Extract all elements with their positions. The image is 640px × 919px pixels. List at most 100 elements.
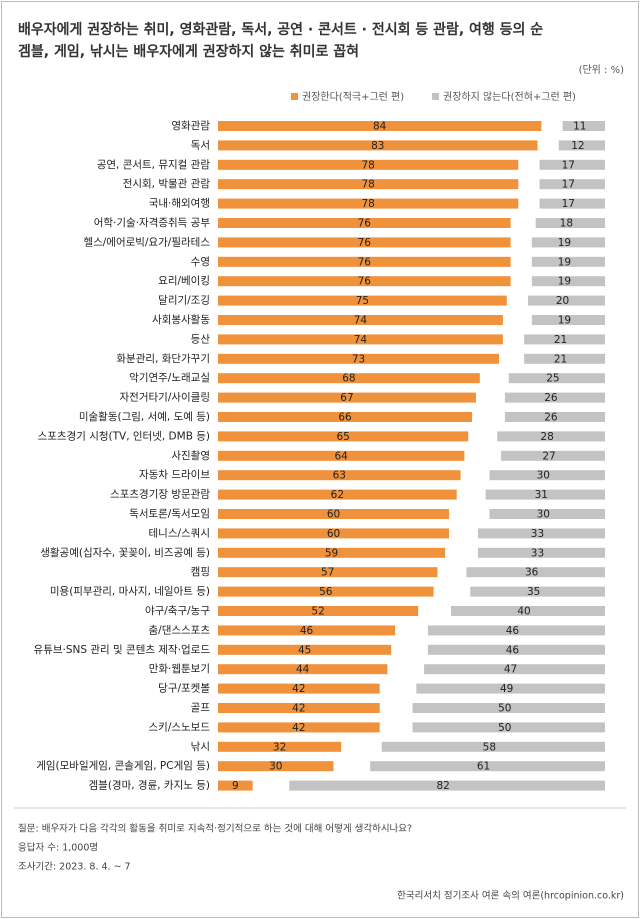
category-label: 영화관람	[171, 119, 210, 132]
bar	[218, 528, 449, 539]
bar	[218, 547, 446, 558]
value-label: 73	[352, 353, 365, 365]
bar	[539, 179, 605, 190]
note: 조사기간: 2023. 8. 4. ~ 7	[18, 862, 131, 873]
category-label: 게임(모바일게임, 콘솔게임, PC게임 등)	[36, 759, 210, 772]
value-label: 74	[354, 334, 368, 346]
bar	[218, 722, 380, 733]
value-label: 19	[558, 315, 571, 327]
bar	[218, 470, 461, 481]
value-label: 30	[537, 470, 550, 482]
category-label: 야구/축구/농구	[145, 604, 210, 617]
value-label: 60	[327, 509, 340, 521]
category-label: 캠핑	[191, 566, 210, 578]
bar	[218, 450, 465, 461]
bar	[412, 703, 605, 713]
category-label: 미술활동(그림, 서예, 도예 등)	[79, 410, 210, 423]
bar	[501, 450, 605, 461]
value-label: 19	[558, 256, 571, 268]
bar	[531, 256, 605, 267]
value-label: 46	[300, 625, 314, 637]
bar	[424, 664, 605, 675]
bar	[218, 353, 500, 364]
category-label: 골프	[191, 702, 211, 714]
category-label: 테니스/스쿼시	[149, 527, 211, 539]
bar	[524, 334, 605, 345]
value-label: 17	[562, 179, 575, 191]
value-label: 46	[506, 644, 520, 656]
bar	[218, 780, 253, 791]
category-label: 스포츠경기장 방문관람	[110, 488, 210, 501]
value-label: 74	[354, 315, 368, 327]
value-label: 78	[361, 198, 374, 210]
value-label: 18	[560, 218, 573, 230]
note: 질문: 배우자가 다음 각각의 활동을 취미로 지속적·정기적으로 하는 것에 …	[18, 823, 412, 835]
value-label: 46	[506, 625, 520, 637]
bar	[427, 644, 605, 655]
category-label: 악기연주/노래교실	[129, 372, 210, 384]
value-label: 76	[358, 256, 372, 268]
bar	[489, 470, 605, 481]
value-label: 78	[361, 159, 374, 171]
category-label: 생활공예(십자수, 꽃꽂이, 비즈공예 등)	[40, 546, 210, 559]
category-label: 화분관리, 화단가꾸기	[116, 353, 210, 365]
value-label: 19	[558, 237, 571, 249]
category-label: 낚시	[191, 741, 210, 753]
bar	[218, 198, 519, 209]
value-label: 50	[498, 703, 511, 715]
unit-label: (단위 : %)	[579, 63, 625, 76]
bar	[535, 218, 605, 228]
value-label: 21	[554, 334, 567, 346]
chart-title: 배우자에게 권장하는 취미, 영화관람, 독서, 공연 · 콘서트 · 전시회 …	[18, 21, 543, 38]
value-label: 44	[296, 664, 310, 676]
value-label: 12	[571, 140, 584, 152]
category-label: 춤/댄스스포츠	[149, 624, 211, 636]
bar	[218, 159, 519, 170]
value-label: 66	[338, 412, 352, 424]
value-label: 82	[436, 780, 449, 792]
category-label: 스포츠경기 시청(TV, 인터넷, DMB 등)	[38, 429, 210, 442]
bar	[218, 683, 380, 694]
chart-title: 겜블, 게임, 낚시는 배우자에게 권장하지 않는 취미로 꼽혀	[18, 43, 359, 60]
value-label: 30	[269, 761, 282, 773]
category-label: 자전거타기/사이클링	[120, 392, 210, 404]
value-label: 61	[477, 761, 490, 773]
category-label: 유튜브·SNS 관리 및 콘텐츠 제작·업로드	[34, 643, 211, 656]
category-label: 공연, 콘서트, 뮤지컬 관람	[97, 158, 211, 171]
category-label: 당구/포켓볼	[158, 683, 210, 695]
category-label: 국내·해외여행	[149, 197, 210, 210]
bar	[218, 567, 438, 578]
bar	[218, 606, 419, 616]
value-label: 52	[311, 606, 324, 618]
value-label: 42	[292, 722, 305, 734]
value-label: 27	[542, 450, 555, 462]
category-label: 어학·기술·자격증취득 공부	[94, 216, 211, 229]
value-label: 21	[554, 353, 567, 365]
bar	[218, 644, 392, 655]
category-label: 달리기/조깅	[158, 295, 210, 307]
bar	[218, 489, 457, 500]
bar	[218, 412, 473, 422]
value-label: 40	[517, 606, 530, 618]
value-label: 30	[537, 509, 550, 521]
bar	[485, 489, 605, 500]
value-label: 26	[544, 392, 558, 404]
value-label: 31	[535, 489, 548, 501]
category-label: 요리/베이킹	[158, 275, 210, 287]
bar	[218, 703, 380, 713]
bar	[218, 741, 342, 752]
category-label: 만화·웹툰보기	[149, 663, 210, 675]
legend-swatch	[432, 93, 439, 100]
bar	[218, 140, 538, 151]
category-label: 미용(피부관리, 마사지, 네일아트 등)	[50, 585, 210, 598]
value-label: 84	[373, 121, 387, 133]
value-label: 59	[325, 547, 338, 559]
value-label: 67	[340, 392, 353, 404]
bar	[489, 509, 605, 519]
bar	[451, 606, 605, 616]
value-label: 65	[336, 431, 349, 443]
value-label: 49	[500, 683, 513, 695]
bar	[218, 586, 434, 597]
